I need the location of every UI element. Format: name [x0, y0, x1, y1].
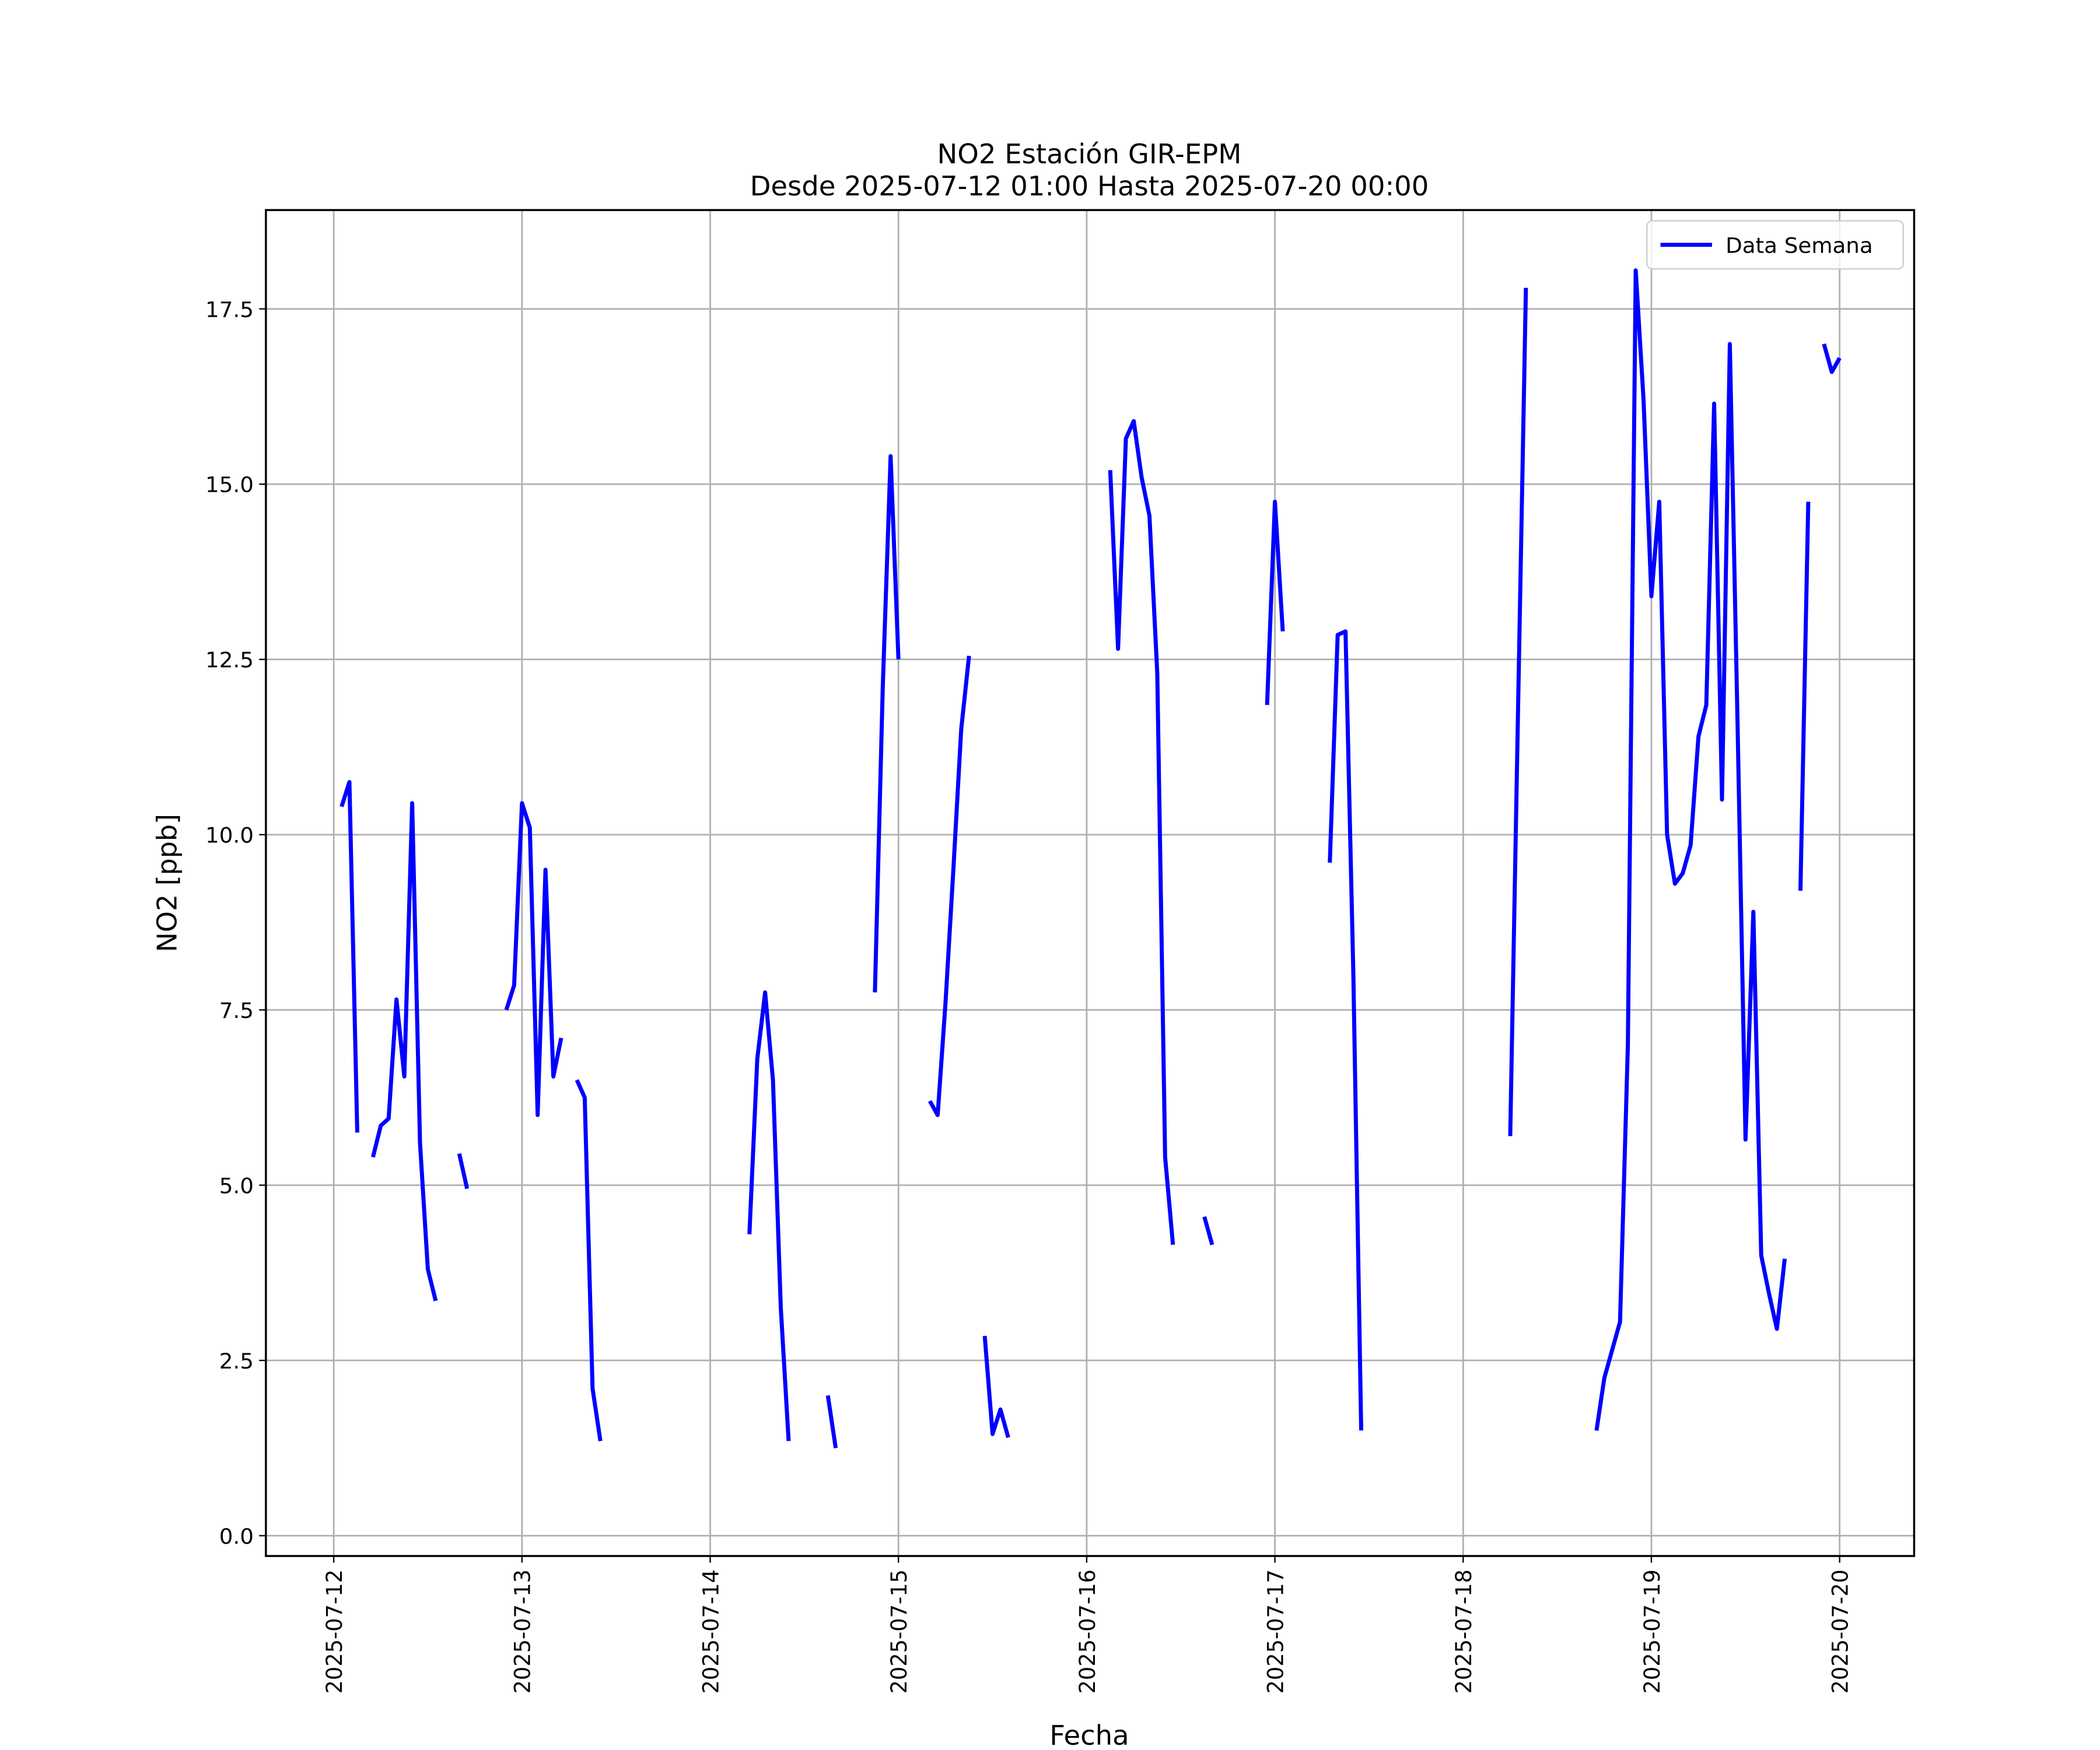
- legend-box: [1646, 220, 1904, 270]
- x-axis-label: Fecha: [1049, 1720, 1129, 1750]
- y-tick-label: 0.0: [219, 1524, 254, 1549]
- legend-label: Data Semana: [1726, 233, 1873, 258]
- x-tick-label: 2025-07-16: [1075, 1569, 1100, 1693]
- x-tick-label: 2025-07-20: [1828, 1569, 1853, 1693]
- legend: Data Semana: [1646, 220, 1904, 270]
- x-tick-label: 2025-07-18: [1451, 1569, 1476, 1693]
- x-tick-label: 2025-07-15: [887, 1569, 912, 1693]
- chart-title: NO2 Estación GIR-EPM: [937, 138, 1242, 170]
- x-tick-label: 2025-07-12: [322, 1569, 347, 1693]
- y-tick-label: 15.0: [205, 473, 254, 498]
- y-tick-label: 17.5: [205, 298, 254, 323]
- x-tick-label: 2025-07-17: [1263, 1569, 1288, 1693]
- data-line: [340, 268, 1842, 1448]
- plot-frame: [265, 209, 1916, 1558]
- y-tick-label: 2.5: [219, 1349, 254, 1374]
- x-tick-label: 2025-07-13: [510, 1569, 536, 1693]
- y-tick-label: 10.0: [205, 823, 254, 848]
- x-tick-label: 2025-07-14: [698, 1569, 723, 1693]
- chart-subtitle: Desde 2025-07-12 01:00 Hasta 2025-07-20 …: [750, 170, 1429, 202]
- y-tick-label: 5.0: [219, 1174, 254, 1199]
- x-tick-label: 2025-07-19: [1640, 1569, 1665, 1693]
- y-axis-label: NO2 [ppb]: [151, 814, 183, 952]
- y-tick-label: 12.5: [205, 648, 254, 673]
- y-tick-label: 7.5: [219, 998, 254, 1023]
